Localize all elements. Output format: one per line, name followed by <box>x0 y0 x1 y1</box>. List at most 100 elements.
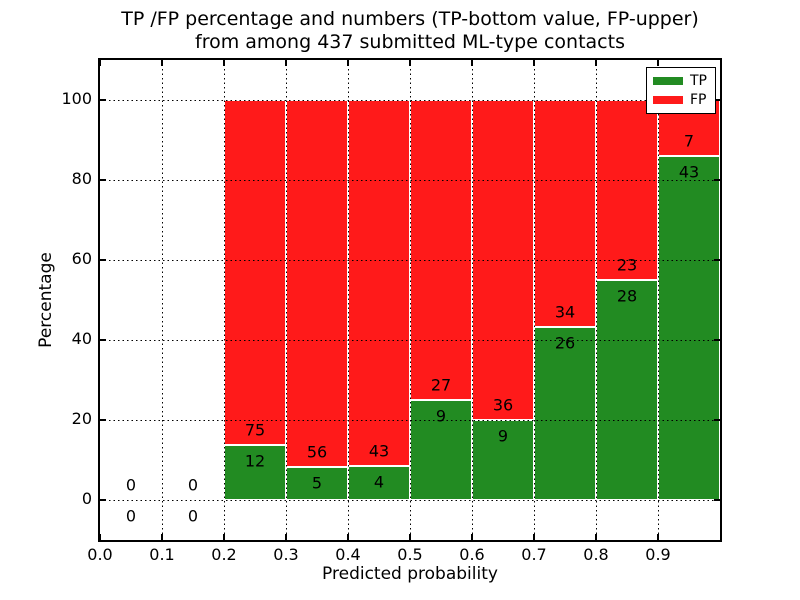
plot-area: TP FP 0 0 0 0 75 12 56 5 43 4 27 9 36 9 34 26 23 28 7 43 <box>98 58 722 542</box>
x-tick-label: 0.9 <box>645 545 671 564</box>
y-tick-label: 100 <box>61 89 92 108</box>
y-axis-label: Percentage <box>36 252 56 348</box>
x-tick-label: 0.8 <box>583 545 609 564</box>
gridline-y <box>100 419 720 421</box>
gridline-x <box>471 60 473 540</box>
gridline-x <box>409 60 411 540</box>
y-tick-label: 80 <box>71 169 92 188</box>
x-tick-mark <box>471 534 473 540</box>
gridline-x <box>533 60 535 540</box>
x-tick-mark <box>595 534 597 540</box>
y-tick-mark-right <box>714 259 720 261</box>
bar-fp-segment <box>534 100 596 327</box>
x-tick-mark-top <box>285 60 287 66</box>
x-tick-label: 0.5 <box>397 545 423 564</box>
fp-count-label: 23 <box>616 255 638 275</box>
x-tick-mark-top <box>161 60 163 66</box>
x-tick-label: 0.0 <box>87 545 113 564</box>
x-tick-mark <box>347 534 349 540</box>
gridline-x <box>657 60 659 540</box>
fp-count-label: 36 <box>492 395 514 415</box>
fp-count-label: 34 <box>554 302 576 322</box>
x-tick-mark <box>99 534 101 540</box>
x-tick-mark-top <box>99 60 101 66</box>
bar-tp-segment <box>472 420 534 500</box>
y-tick-mark-right <box>714 499 720 501</box>
bar-fp-segment <box>286 100 348 468</box>
gridline-y <box>100 259 720 261</box>
y-tick-mark-right <box>714 419 720 421</box>
gridline-y <box>100 499 720 501</box>
x-tick-label: 0.6 <box>459 545 485 564</box>
x-tick-label: 0.7 <box>521 545 547 564</box>
tp-legend-label: TP <box>690 73 707 90</box>
y-tick-mark <box>100 99 106 101</box>
x-tick-mark-top <box>409 60 411 66</box>
x-tick-label: 0.1 <box>149 545 175 564</box>
y-tick-mark-right <box>714 339 720 341</box>
x-tick-mark-top <box>223 60 225 66</box>
bar-tp-segment <box>596 280 658 500</box>
bar-tp-segment <box>286 467 348 500</box>
tp-count-label: 26 <box>554 333 576 353</box>
chart-title-line-1: TP /FP percentage and numbers (TP-bottom… <box>121 8 699 30</box>
legend-row-tp: TP <box>653 74 709 88</box>
fp-count-label: 43 <box>368 441 390 461</box>
chart-title-line-2: from among 437 submitted ML-type contact… <box>195 31 625 53</box>
y-tick-label: 20 <box>71 409 92 428</box>
gridline-y <box>100 179 720 181</box>
y-tick-mark-right <box>714 179 720 181</box>
bar-tp-segment <box>534 326 596 500</box>
x-tick-mark <box>223 534 225 540</box>
tp-count-label: 4 <box>373 472 385 492</box>
bar-tp-segment <box>348 465 410 500</box>
fp-count-label: 75 <box>244 420 266 440</box>
bar-fp-segment <box>348 100 410 466</box>
x-tick-mark <box>533 534 535 540</box>
gridline-x <box>285 60 287 540</box>
y-tick-label: 60 <box>71 249 92 268</box>
fp-count-label: 0 <box>187 475 199 495</box>
x-axis-label: Predicted probability <box>322 564 498 584</box>
bar-tp-segment <box>224 444 286 500</box>
tp-count-label: 0 <box>187 506 199 526</box>
y-tick-label: 0 <box>81 489 92 508</box>
tp-count-label: 5 <box>311 473 323 493</box>
y-tick-mark <box>100 419 106 421</box>
tp-count-label: 28 <box>616 286 638 306</box>
bar-tp-segment <box>658 156 720 500</box>
gridline-y <box>100 99 720 101</box>
tp-count-label: 12 <box>244 451 266 471</box>
tp-legend-swatch <box>653 77 683 86</box>
x-tick-mark <box>657 534 659 540</box>
tp-count-label: 9 <box>497 426 509 446</box>
x-tick-mark-top <box>657 60 659 66</box>
gridline-y <box>100 339 720 341</box>
fp-count-label: 7 <box>683 131 695 151</box>
y-tick-mark-right <box>714 99 720 101</box>
x-tick-mark-top <box>533 60 535 66</box>
x-tick-label: 0.3 <box>273 545 299 564</box>
tp-count-label: 0 <box>125 506 137 526</box>
y-tick-label: 40 <box>71 329 92 348</box>
y-tick-mark <box>100 499 106 501</box>
x-tick-mark <box>161 534 163 540</box>
legend-row-fp: FP <box>653 93 709 107</box>
x-tick-mark-top <box>595 60 597 66</box>
x-tick-label: 0.2 <box>211 545 237 564</box>
gridline-x <box>595 60 597 540</box>
y-tick-mark <box>100 259 106 261</box>
y-tick-mark <box>100 339 106 341</box>
gridline-x <box>347 60 349 540</box>
fp-count-label: 27 <box>430 375 452 395</box>
x-tick-mark-top <box>471 60 473 66</box>
bar-fp-segment <box>596 100 658 281</box>
x-tick-mark-top <box>347 60 349 66</box>
y-tick-mark <box>100 179 106 181</box>
fp-count-label: 56 <box>306 442 328 462</box>
gridline-x <box>223 60 225 540</box>
gridline-x <box>161 60 163 540</box>
bar-fp-segment <box>224 100 286 445</box>
tp-count-label: 9 <box>435 406 447 426</box>
